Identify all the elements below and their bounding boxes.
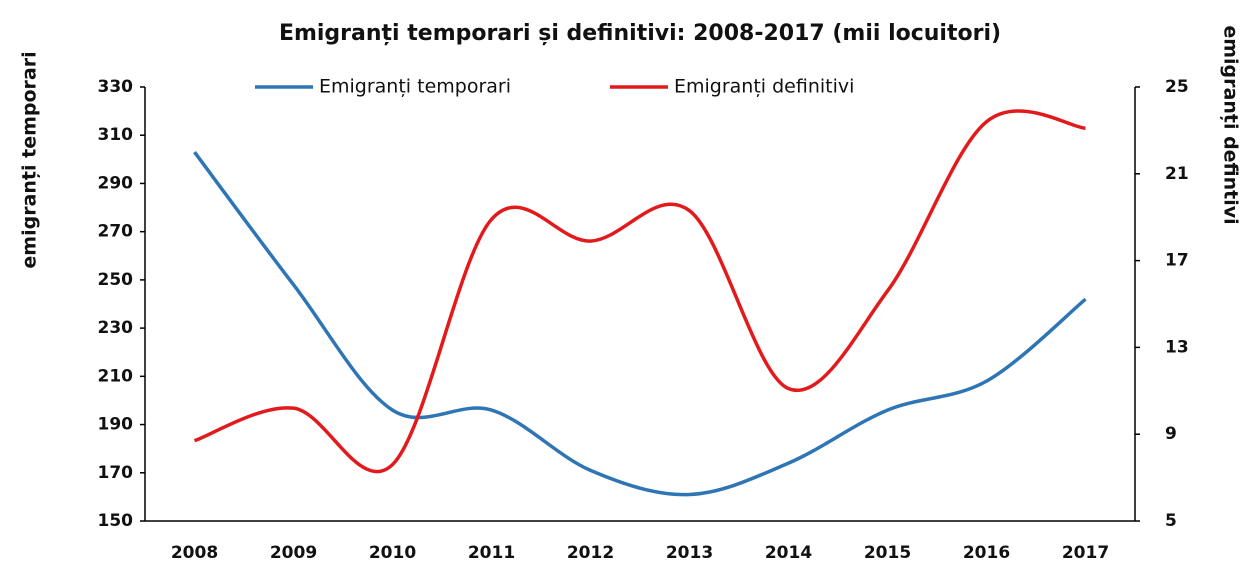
x-tick-label: 2010 xyxy=(369,543,416,563)
y-tick-label: 250 xyxy=(98,270,134,290)
x-tick-label: 2017 xyxy=(1062,543,1109,563)
y-tick-label: 170 xyxy=(98,463,134,483)
x-tick-label: 2016 xyxy=(963,543,1010,563)
y-tick-label: 330 xyxy=(98,77,134,97)
y-tick-label: 230 xyxy=(98,318,134,338)
x-tick-label: 2014 xyxy=(765,543,812,563)
chart-title: Emigranți temporari și definitivi: 2008-… xyxy=(279,21,1001,46)
x-tick-label: 2008 xyxy=(171,543,218,563)
y2-axis-title: emigranți defintivi xyxy=(1220,25,1242,224)
x-tick-label: 2009 xyxy=(270,543,317,563)
line-series xyxy=(193,109,1086,474)
y2-tick-label: 25 xyxy=(1165,77,1189,97)
y2-tick-label: 21 xyxy=(1165,164,1189,184)
y-tick-label: 210 xyxy=(98,366,134,386)
x-tick-label: 2012 xyxy=(567,543,614,563)
y2-tick-label: 5 xyxy=(1165,511,1177,531)
x-tick-label: 2015 xyxy=(864,543,911,563)
y2-tick-label: 13 xyxy=(1165,337,1189,357)
y2-tick-label: 9 xyxy=(1165,424,1177,444)
y-tick-label: 150 xyxy=(98,511,134,531)
x-tick-label: 2013 xyxy=(666,543,713,563)
y-axis-title: emigranți temporari xyxy=(19,51,41,268)
y-tick-label: 290 xyxy=(98,173,134,193)
legend-label: Emigranți temporari xyxy=(319,76,511,98)
y2-tick-label: 17 xyxy=(1165,251,1189,271)
y-tick-label: 310 xyxy=(98,125,134,145)
line-series xyxy=(193,151,1087,497)
y-tick-label: 270 xyxy=(98,222,134,242)
legend-label: Emigranți definitivi xyxy=(674,76,854,98)
x-tick-label: 2011 xyxy=(468,543,515,563)
y-tick-label: 190 xyxy=(98,415,134,435)
